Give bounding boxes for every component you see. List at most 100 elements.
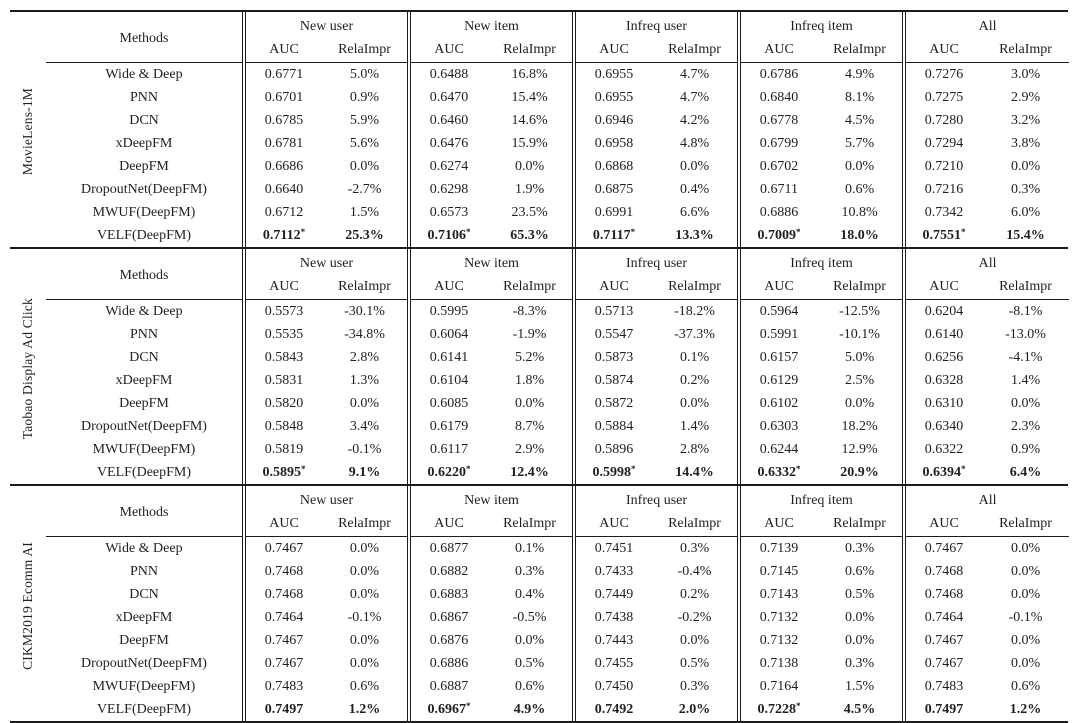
table-row: MWUF(DeepFM) 0.7483 0.6% 0.6887 0.6% 0.7450 0.… xyxy=(10,675,1069,698)
method-name: PNN xyxy=(129,89,158,105)
auc-value: 0.7132 xyxy=(737,629,818,652)
relaimpr-value: 0.1% xyxy=(679,349,710,365)
auc-value: 0.6799 xyxy=(737,132,818,155)
relaimpr-value: 0.9% xyxy=(349,89,380,105)
auc-value: 0.7143 xyxy=(737,583,818,606)
group-header-row: CIKM2019 Ecomm AI Methods New user New item… xyxy=(10,486,1070,669)
auc-value: 0.7483 xyxy=(242,675,322,698)
group-header: New user xyxy=(241,249,410,275)
relaimpr-value: 0.0% xyxy=(349,158,380,174)
relaimpr-header: RelaImpr xyxy=(652,512,740,537)
auc-value: 0.6117 xyxy=(407,438,488,461)
auc-header: AUC xyxy=(407,38,488,63)
auc-value: 0.7294 xyxy=(902,132,983,155)
results-table: CIKM2019 Ecomm AI Methods New user New item… xyxy=(10,486,1070,721)
relaimpr-value: 0.3% xyxy=(844,540,875,556)
auc-value: 0.6064 xyxy=(407,323,488,346)
auc-value: 0.7228* xyxy=(737,698,818,721)
auc-header: AUC xyxy=(572,512,653,537)
auc-value: 0.6476 xyxy=(407,132,488,155)
relaimpr-value: 0.4% xyxy=(514,586,545,602)
auc-value: 0.5831 xyxy=(242,369,322,392)
relaimpr-value: 2.9% xyxy=(514,441,545,457)
method-name: DropoutNet(DeepFM) xyxy=(81,181,207,197)
relaimpr-value: 0.0% xyxy=(514,632,545,648)
auc-value: 0.7551* xyxy=(902,224,983,247)
relaimpr-value: 1.9% xyxy=(514,181,545,197)
auc-value: 0.7449 xyxy=(572,583,653,606)
auc-value: 0.6867 xyxy=(407,606,488,629)
relaimpr-header: RelaImpr xyxy=(487,512,575,537)
auc-value: 0.6157 xyxy=(737,346,818,369)
auc-value: 0.5873 xyxy=(572,346,653,369)
auc-value: 0.6332* xyxy=(737,461,818,484)
relaimpr-value: 0.2% xyxy=(679,586,710,602)
auc-value: 0.6701 xyxy=(242,86,322,109)
method-name: DropoutNet(DeepFM) xyxy=(81,655,207,671)
method-name: DeepFM xyxy=(119,632,169,648)
dataset-label-cell: CIKM2019 Ecomm AI xyxy=(10,486,46,721)
auc-value: 0.5995 xyxy=(407,299,488,323)
group-header-row: Taobao Display Ad Click Methods New user Ne… xyxy=(10,249,1070,439)
relaimpr-value: 15.9% xyxy=(511,135,548,151)
relaimpr-value: 4.9% xyxy=(844,66,875,82)
auc-value: 0.6328 xyxy=(902,369,983,392)
relaimpr-value: -8.3% xyxy=(512,303,547,319)
auc-value: 0.7009* xyxy=(737,224,818,247)
group-header: Infreq user xyxy=(572,249,740,275)
relaimpr-value: -18.2% xyxy=(674,303,715,319)
table-row: DropoutNet(DeepFM) 0.7467 0.0% 0.6886 0.5% 0.… xyxy=(10,652,1069,675)
method-name: VELF(DeepFM) xyxy=(96,227,192,243)
auc-header: AUC xyxy=(737,38,818,63)
dataset-label-cell: MovieLens-1M xyxy=(10,12,46,247)
relaimpr-value: 0.0% xyxy=(349,395,380,411)
auc-value: 0.5713 xyxy=(572,299,653,323)
relaimpr-header: RelaImpr xyxy=(817,275,905,300)
relaimpr-value: 3.2% xyxy=(1010,112,1041,128)
relaimpr-value: 0.0% xyxy=(844,632,875,648)
table-row: DropoutNet(DeepFM) 0.6640 -2.7% 0.6298 1.9% 0… xyxy=(10,178,1069,201)
relaimpr-value: 0.3% xyxy=(844,655,875,671)
relaimpr-value: 8.7% xyxy=(514,418,545,434)
auc-value: 0.6256 xyxy=(902,346,983,369)
auc-value: 0.6220* xyxy=(407,461,488,484)
auc-value: 0.6886 xyxy=(737,201,818,224)
auc-header: AUC xyxy=(407,512,488,537)
auc-value: 0.6712 xyxy=(242,201,322,224)
significance-asterisk: * xyxy=(796,700,801,711)
auc-value: 0.7467 xyxy=(242,629,322,652)
table-row: xDeepFM 0.7464 -0.1% 0.6867 -0.5% 0.7438 -0.2%… xyxy=(10,606,1069,629)
methods-column-header: Methods xyxy=(46,486,244,537)
auc-value: 0.6141 xyxy=(407,346,488,369)
relaimpr-value: -10.1% xyxy=(839,326,880,342)
method-name: PNN xyxy=(129,563,158,579)
auc-value: 0.7132 xyxy=(737,606,818,629)
relaimpr-value: 0.0% xyxy=(514,158,545,174)
auc-value: 0.7117* xyxy=(572,224,653,247)
relaimpr-value: 65.3% xyxy=(510,227,549,243)
relaimpr-value: 0.6% xyxy=(844,563,875,579)
auc-value: 0.6786 xyxy=(737,62,818,86)
relaimpr-value: -4.1% xyxy=(1008,349,1043,365)
relaimpr-header: RelaImpr xyxy=(487,38,575,63)
auc-value: 0.7216 xyxy=(902,178,983,201)
auc-value: 0.7468 xyxy=(242,583,322,606)
relaimpr-header: RelaImpr xyxy=(817,38,905,63)
relaimpr-value: 9.1% xyxy=(348,464,381,480)
relaimpr-value: -12.5% xyxy=(839,303,880,319)
dataset-label: CIKM2019 Ecomm AI xyxy=(20,541,36,670)
methods-column-header: Methods xyxy=(46,12,244,63)
method-name: Wide & Deep xyxy=(105,540,183,556)
table-row: Wide & Deep 0.5573 -30.1% 0.5995 -8.3% 0.5713… xyxy=(10,299,1069,323)
group-header: Infreq item xyxy=(737,12,905,38)
table-row: xDeepFM 0.5831 1.3% 0.6104 1.8% 0.5874 0.2% 0.6… xyxy=(10,369,1069,392)
relaimpr-value: 18.0% xyxy=(840,227,879,243)
relaimpr-value: 2.5% xyxy=(844,372,875,388)
relaimpr-value: -0.1% xyxy=(347,441,382,457)
relaimpr-value: 15.4% xyxy=(511,89,548,105)
relaimpr-value: 4.7% xyxy=(679,66,710,82)
relaimpr-value: -0.4% xyxy=(677,563,712,579)
relaimpr-value: 5.2% xyxy=(514,349,545,365)
relaimpr-value: 0.6% xyxy=(844,181,875,197)
sub-header-row: AUC RelaImpr AUC RelaImpr AUC RelaImpr AUC Rela… xyxy=(10,512,1070,537)
